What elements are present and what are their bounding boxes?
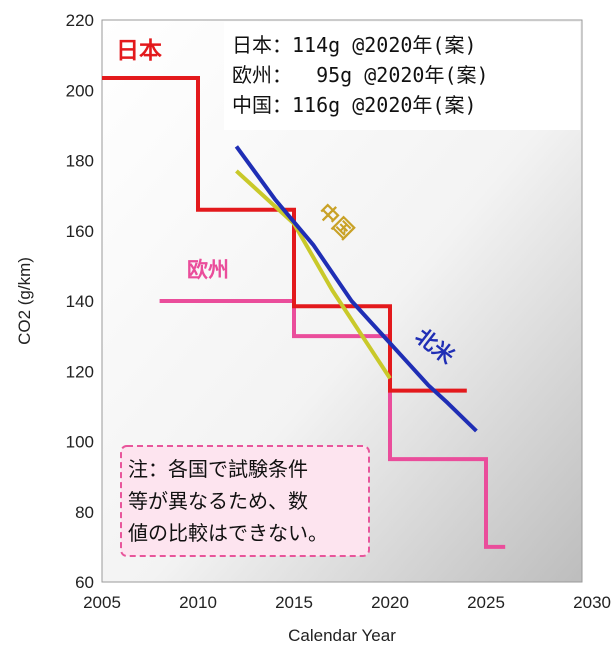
y-axis-label: CO2 (g/km) bbox=[15, 257, 34, 345]
note-line-2: 等が異なるため、数 bbox=[128, 489, 308, 513]
note-line-1: 注：各国で試験条件 bbox=[128, 457, 308, 481]
legend: 日本：114g @2020年(案) 欧州： 95g @2020年(案) 中国：1… bbox=[224, 22, 580, 130]
note-box: 注：各国で試験条件 等が異なるため、数 値の比較はできない。 bbox=[120, 445, 370, 557]
series-line-north-america bbox=[234, 145, 478, 433]
legend-box bbox=[224, 22, 580, 130]
x-tick-label: 2015 bbox=[275, 593, 313, 612]
y-tick-label: 160 bbox=[66, 222, 94, 241]
y-tick-label: 60 bbox=[75, 573, 94, 592]
series-label-japan: 日本 bbox=[116, 38, 162, 64]
y-tick-label: 80 bbox=[75, 503, 94, 522]
x-tick-label: 2005 bbox=[83, 593, 121, 612]
x-tick-label: 2010 bbox=[179, 593, 217, 612]
y-axis-ticks: 60 80 100 120 140 160 180 200 220 bbox=[66, 11, 94, 592]
x-axis-label: Calendar Year bbox=[288, 626, 396, 645]
x-tick-label: 2025 bbox=[467, 593, 505, 612]
y-tick-label: 140 bbox=[66, 292, 94, 311]
legend-line-japan: 日本：114g @2020年(案) bbox=[232, 33, 477, 57]
y-tick-label: 180 bbox=[66, 152, 94, 171]
y-tick-label: 120 bbox=[66, 362, 94, 381]
series-lines bbox=[102, 76, 506, 549]
note-box-frame bbox=[120, 445, 370, 557]
legend-line-europe: 欧州： 95g @2020年(案) bbox=[232, 63, 489, 87]
y-tick-label: 200 bbox=[66, 81, 94, 100]
note-line-3: 値の比較はできない。 bbox=[128, 521, 328, 545]
y-tick-label: 220 bbox=[66, 11, 94, 30]
series-label-europe: 欧州 bbox=[187, 258, 229, 282]
y-tick-label: 100 bbox=[66, 433, 94, 452]
series-line-china bbox=[235, 169, 392, 380]
x-tick-label: 2030 bbox=[573, 593, 611, 612]
x-axis-ticks: 2005 2010 2015 2020 2025 2030 bbox=[83, 593, 611, 612]
x-tick-label: 2020 bbox=[371, 593, 409, 612]
legend-line-china: 中国：116g @2020年(案) bbox=[232, 93, 477, 117]
